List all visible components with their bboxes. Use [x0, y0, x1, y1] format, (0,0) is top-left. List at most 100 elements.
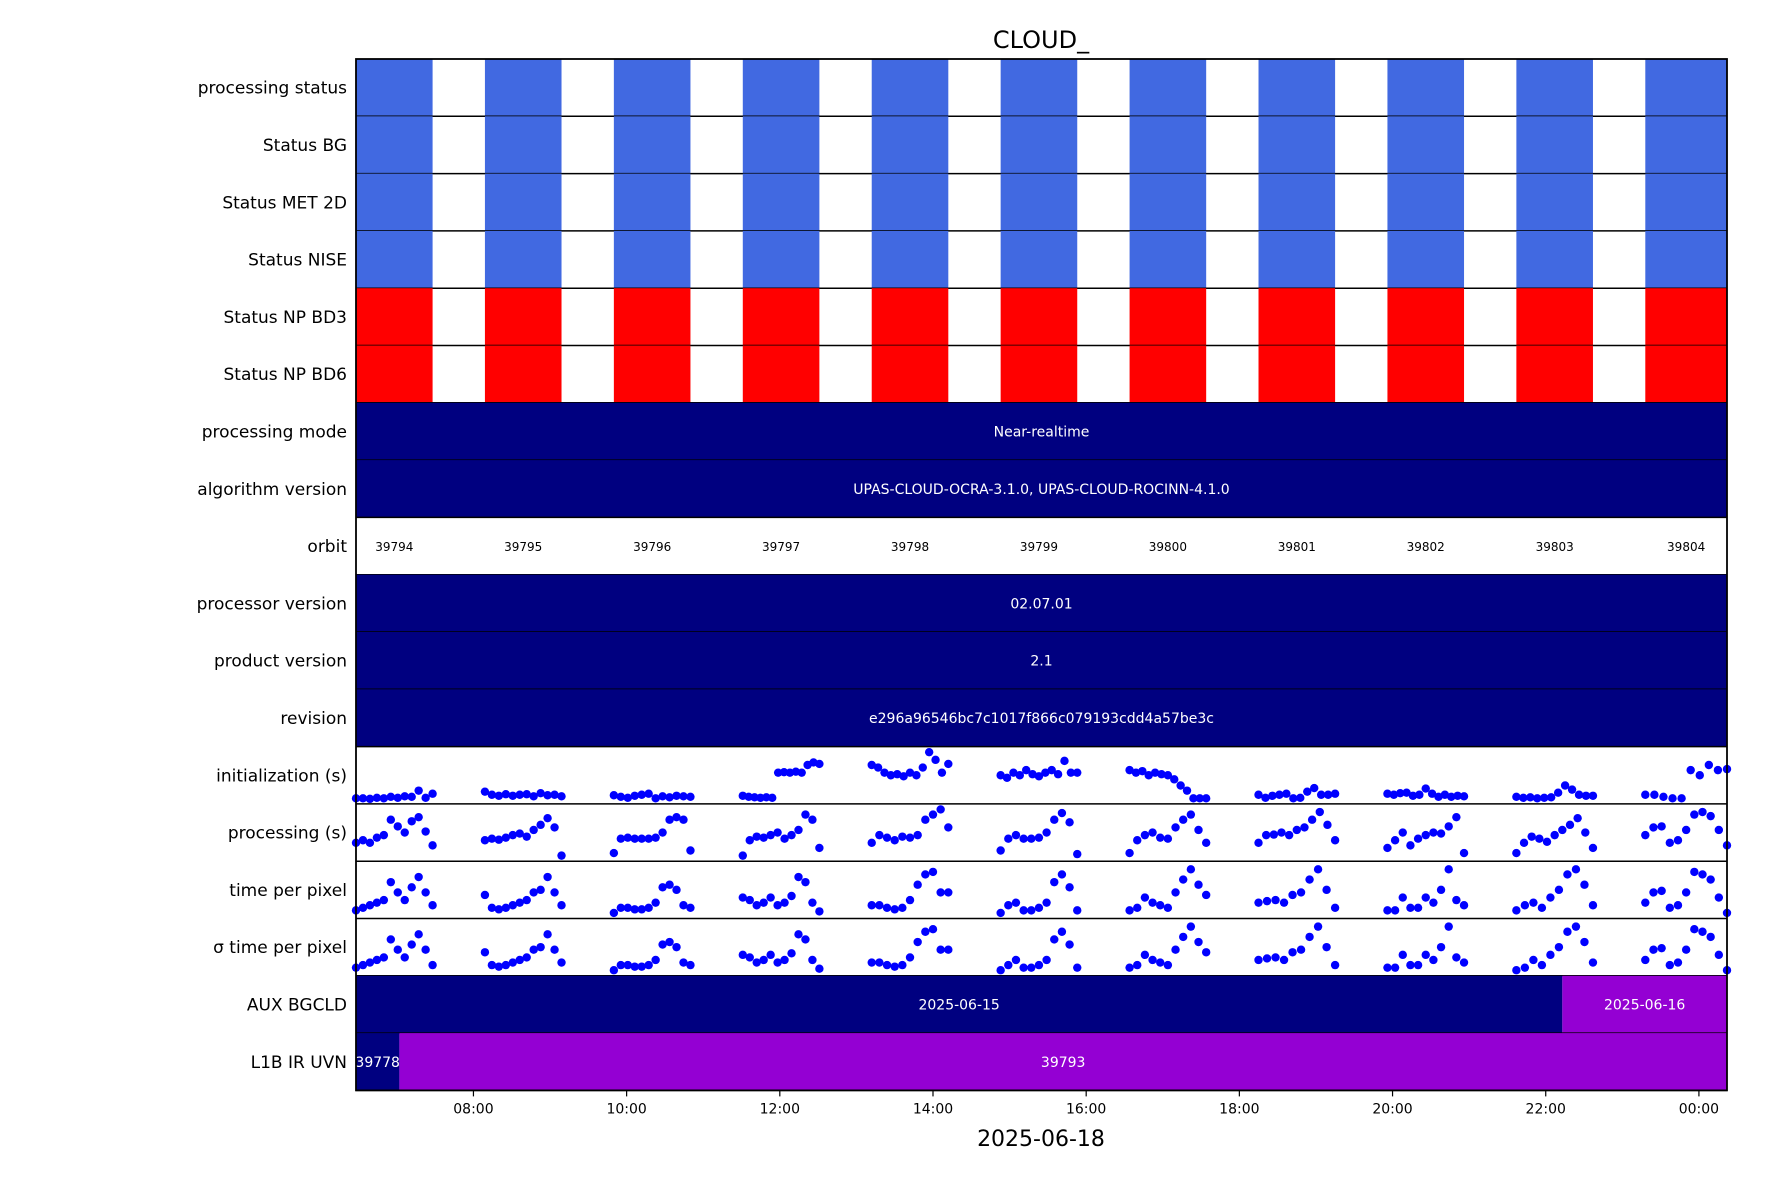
data-point	[1459, 848, 1469, 858]
row-label: processing (s)	[228, 824, 347, 844]
x-tick-label: 22:00	[1526, 1101, 1566, 1117]
data-point	[880, 768, 889, 777]
band-label: 2025-06-16	[1604, 997, 1685, 1013]
status-bar	[1516, 173, 1593, 231]
data-point	[1537, 903, 1547, 913]
data-point	[1512, 966, 1521, 975]
data-point	[1034, 960, 1044, 970]
data-point	[358, 794, 368, 803]
data-point	[1673, 958, 1683, 967]
data-point	[428, 841, 437, 850]
status-bar	[871, 345, 949, 403]
data-point	[1041, 768, 1050, 777]
data-point	[936, 945, 945, 954]
status-bar	[742, 59, 820, 117]
data-point	[1140, 950, 1150, 960]
x-tick-label: 18:00	[1219, 1101, 1259, 1117]
data-point	[759, 955, 768, 965]
data-point	[794, 872, 803, 882]
data-point	[522, 790, 531, 799]
data-point	[1529, 955, 1538, 965]
data-point	[898, 903, 907, 913]
data-point	[1402, 788, 1411, 797]
data-point	[501, 960, 511, 970]
status-bar	[1387, 230, 1465, 289]
status-bar	[1387, 116, 1465, 174]
data-point	[630, 791, 639, 800]
data-point	[1444, 922, 1453, 931]
data-point	[1254, 790, 1263, 799]
data-point	[1186, 810, 1196, 819]
data-point	[400, 828, 409, 837]
data-point	[1057, 808, 1067, 818]
data-point	[1178, 932, 1188, 942]
data-point	[1427, 789, 1437, 798]
orbit-number: 39800	[1149, 540, 1187, 554]
status-bar	[356, 116, 433, 174]
data-point	[1125, 765, 1134, 775]
data-point	[1282, 789, 1291, 798]
data-point	[867, 760, 876, 770]
data-point	[365, 838, 375, 848]
status-bar	[1000, 59, 1078, 117]
data-point	[1398, 950, 1407, 960]
data-point	[1150, 768, 1160, 777]
data-point	[780, 834, 789, 843]
data-point	[1714, 825, 1724, 835]
data-point	[672, 885, 681, 895]
data-point	[1322, 942, 1331, 952]
data-point	[905, 768, 915, 777]
data-point	[379, 953, 389, 962]
data-point	[508, 791, 517, 800]
row-label: orbit	[307, 537, 347, 557]
data-point	[944, 823, 953, 832]
data-point	[494, 905, 504, 914]
status-bar	[742, 345, 820, 403]
data-point	[1641, 790, 1650, 799]
data-point	[1698, 807, 1707, 817]
data-point	[766, 830, 775, 840]
data-point	[1140, 830, 1150, 840]
data-point	[1390, 963, 1400, 972]
data-point	[1588, 958, 1598, 967]
data-point	[1279, 955, 1289, 965]
data-point	[1421, 830, 1430, 840]
data-point	[1565, 820, 1575, 830]
status-bar	[356, 288, 433, 346]
data-point	[1665, 960, 1675, 970]
data-point	[515, 790, 524, 799]
data-point	[658, 883, 667, 892]
data-point	[543, 813, 552, 823]
data-point	[1421, 784, 1430, 793]
data-point	[1560, 781, 1570, 790]
data-point	[1322, 885, 1331, 895]
data-point	[1413, 834, 1423, 843]
row-label: processing status	[198, 79, 347, 99]
data-point	[773, 958, 782, 967]
status-bar	[1645, 59, 1727, 117]
data-point	[1133, 836, 1142, 845]
row-label: processing mode	[202, 422, 347, 442]
data-point	[651, 833, 660, 842]
data-point	[1657, 943, 1666, 953]
data-point	[1546, 893, 1555, 902]
data-point	[745, 895, 754, 905]
status-bar	[613, 59, 691, 117]
data-point	[1408, 791, 1418, 800]
band-segment	[356, 689, 1727, 747]
data-point	[815, 759, 824, 769]
data-point	[393, 888, 402, 897]
data-point	[557, 792, 566, 801]
data-point	[630, 834, 639, 843]
data-point	[550, 790, 559, 799]
data-point	[882, 903, 892, 913]
data-point	[808, 955, 817, 965]
status-bar	[1258, 345, 1336, 403]
orbit-number: 39801	[1278, 540, 1316, 554]
data-point	[1413, 960, 1423, 970]
data-point	[1009, 768, 1018, 777]
orbit-number: 39795	[504, 540, 542, 554]
data-point	[1657, 886, 1666, 896]
row-label: Status NISE	[248, 251, 347, 271]
data-point	[665, 937, 674, 947]
